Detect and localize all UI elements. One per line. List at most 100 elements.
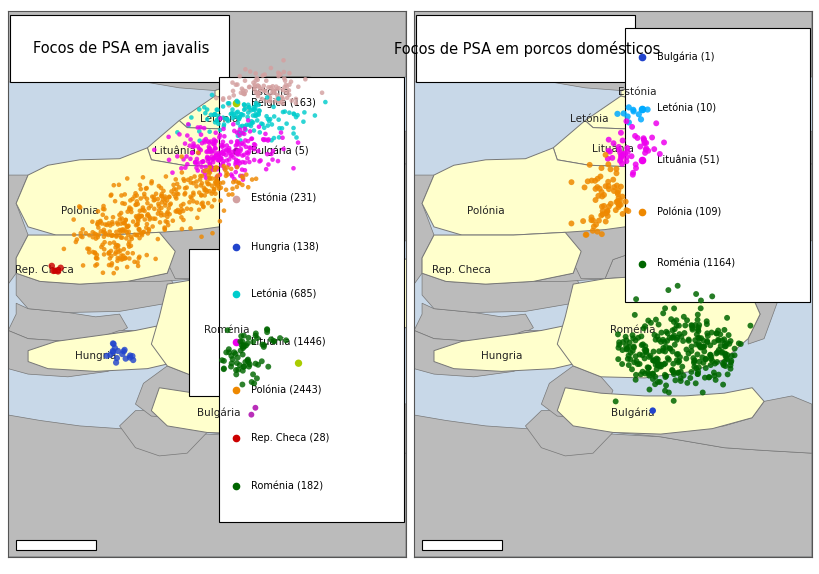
Point bbox=[695, 343, 708, 352]
Point bbox=[240, 120, 253, 129]
Point bbox=[609, 205, 622, 215]
FancyBboxPatch shape bbox=[415, 15, 634, 83]
Point bbox=[225, 150, 238, 160]
Point bbox=[280, 119, 293, 128]
Text: Bélgica: Bélgica bbox=[266, 319, 306, 329]
Point bbox=[165, 168, 179, 177]
Point bbox=[592, 184, 605, 193]
Point bbox=[232, 114, 245, 123]
Point bbox=[249, 88, 262, 97]
Point bbox=[111, 354, 124, 363]
Point bbox=[641, 316, 654, 325]
Point bbox=[645, 356, 658, 365]
Point bbox=[702, 373, 715, 382]
Point bbox=[700, 331, 713, 340]
Point bbox=[138, 189, 151, 199]
Point bbox=[118, 190, 131, 199]
Point bbox=[86, 217, 99, 226]
Point bbox=[265, 335, 278, 344]
Text: Lituânia (1446): Lituânia (1446) bbox=[251, 338, 325, 347]
Point bbox=[130, 231, 143, 240]
Point bbox=[201, 146, 214, 156]
Point bbox=[209, 149, 222, 158]
Point bbox=[214, 196, 227, 205]
Point bbox=[210, 176, 224, 185]
Point bbox=[174, 208, 187, 217]
FancyBboxPatch shape bbox=[10, 15, 229, 83]
Point bbox=[111, 218, 124, 227]
Point bbox=[180, 183, 193, 192]
Point bbox=[236, 173, 249, 183]
Point bbox=[631, 333, 644, 342]
Point bbox=[665, 347, 678, 356]
Point bbox=[126, 355, 139, 364]
Point bbox=[667, 340, 681, 350]
Point bbox=[689, 289, 702, 298]
Point bbox=[251, 89, 265, 98]
Point bbox=[90, 260, 103, 269]
Point bbox=[271, 68, 284, 77]
Point bbox=[260, 76, 273, 86]
Point bbox=[261, 160, 274, 169]
Point bbox=[613, 182, 627, 191]
Point bbox=[185, 148, 198, 157]
Point bbox=[278, 74, 291, 83]
Point bbox=[609, 169, 622, 178]
Point bbox=[718, 351, 731, 360]
Point bbox=[239, 341, 252, 350]
Point bbox=[102, 230, 115, 239]
Point bbox=[619, 157, 632, 166]
Point bbox=[639, 347, 652, 356]
Point bbox=[197, 157, 210, 166]
Point bbox=[170, 207, 183, 216]
Point bbox=[669, 356, 682, 365]
Point bbox=[106, 347, 120, 356]
Polygon shape bbox=[147, 121, 310, 167]
Point bbox=[216, 157, 229, 166]
Point bbox=[217, 364, 230, 373]
Point bbox=[54, 263, 67, 273]
Point bbox=[226, 86, 239, 95]
Point bbox=[192, 205, 206, 214]
Point bbox=[627, 358, 640, 367]
Point bbox=[276, 95, 289, 104]
Point bbox=[609, 397, 622, 406]
Point bbox=[235, 341, 248, 350]
Point bbox=[260, 165, 273, 174]
Point bbox=[106, 231, 119, 241]
Point bbox=[114, 227, 127, 236]
Point bbox=[690, 370, 704, 379]
Point bbox=[141, 210, 154, 219]
Point bbox=[258, 70, 271, 79]
Point bbox=[185, 193, 198, 203]
Point bbox=[102, 219, 115, 228]
Point bbox=[92, 223, 105, 232]
Point bbox=[201, 166, 214, 175]
Point bbox=[717, 350, 731, 359]
Point bbox=[143, 226, 156, 235]
Point bbox=[134, 228, 147, 237]
Point bbox=[233, 346, 247, 355]
Point bbox=[621, 354, 634, 363]
Point bbox=[270, 91, 283, 100]
Point bbox=[104, 191, 117, 200]
Point bbox=[589, 220, 602, 229]
Point bbox=[120, 262, 133, 272]
Point bbox=[210, 105, 224, 114]
Point bbox=[265, 88, 278, 98]
Point bbox=[621, 207, 634, 216]
Point bbox=[289, 99, 302, 108]
Point bbox=[253, 128, 266, 137]
Point bbox=[251, 91, 265, 100]
Point bbox=[209, 144, 222, 153]
Point bbox=[242, 143, 256, 152]
Point bbox=[595, 207, 609, 216]
Point bbox=[676, 336, 689, 346]
Point bbox=[257, 86, 270, 95]
Point bbox=[181, 175, 194, 184]
Point bbox=[208, 118, 221, 127]
Point bbox=[658, 381, 672, 390]
Point bbox=[276, 86, 289, 95]
Point bbox=[210, 150, 223, 160]
Point bbox=[665, 366, 678, 375]
